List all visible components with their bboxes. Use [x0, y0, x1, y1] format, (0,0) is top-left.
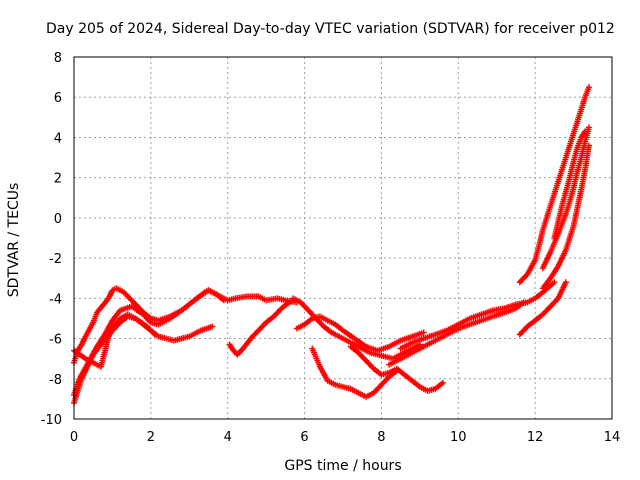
- data-point-markers: [226, 297, 300, 358]
- series-sat-i: [347, 343, 446, 394]
- data-point-markers: [516, 279, 569, 338]
- y-tick-label: -4: [49, 292, 62, 307]
- series-sat-l: [516, 279, 569, 338]
- x-tick-label: 0: [70, 430, 78, 445]
- data-point-markers: [386, 299, 527, 368]
- data-point-markers: [551, 128, 589, 241]
- series-sat-k: [386, 299, 527, 368]
- y-tick-label: -6: [49, 333, 62, 348]
- series-sat-h: [309, 345, 400, 400]
- y-tick-label: 0: [54, 212, 62, 227]
- data-point-markers: [397, 279, 558, 352]
- series-sat-m: [516, 84, 592, 286]
- x-tick-label: 2: [147, 430, 155, 445]
- data-point-markers: [516, 84, 592, 286]
- y-tick-label: 6: [54, 91, 62, 106]
- y-tick-label: -10: [41, 413, 62, 428]
- plot-frame: [73, 56, 613, 420]
- data-point-markers: [347, 343, 446, 394]
- series-sat-o: [539, 142, 592, 292]
- series-sat-p: [551, 128, 589, 241]
- x-tick-label: 8: [377, 430, 385, 445]
- y-tick-label: 2: [54, 172, 62, 187]
- x-tick-label: 6: [300, 430, 308, 445]
- data-point-markers: [309, 345, 400, 400]
- y-tick-label: -2: [49, 252, 62, 267]
- y-tick-label: -8: [49, 373, 62, 388]
- x-axis-label: GPS time / hours: [284, 458, 401, 474]
- data-points: [71, 84, 592, 406]
- series-sat-g: [293, 313, 427, 354]
- x-tick-label: 4: [224, 430, 232, 445]
- series-sat-b: [71, 287, 227, 398]
- y-tick-label: 8: [54, 51, 62, 66]
- y-axis-label: SDTVAR / TECUs: [6, 183, 22, 298]
- series-sat-e: [226, 297, 300, 358]
- grid: [74, 57, 612, 419]
- y-tick-label: 4: [54, 131, 62, 146]
- x-tick-label: 12: [527, 430, 544, 445]
- x-tick-label: 14: [604, 430, 621, 445]
- series-sat-j: [397, 279, 558, 352]
- chart-title: Day 205 of 2024, Sidereal Day-to-day VTE…: [46, 21, 615, 37]
- x-tick-label: 10: [450, 430, 467, 445]
- data-point-markers: [71, 287, 227, 398]
- tick-labels: 0 2 4 6 8 10 12 14 -10 -8 -6 -4 -2 0 2 4 6 8: [41, 51, 621, 445]
- data-point-markers: [293, 313, 427, 354]
- data-point-markers: [539, 142, 592, 292]
